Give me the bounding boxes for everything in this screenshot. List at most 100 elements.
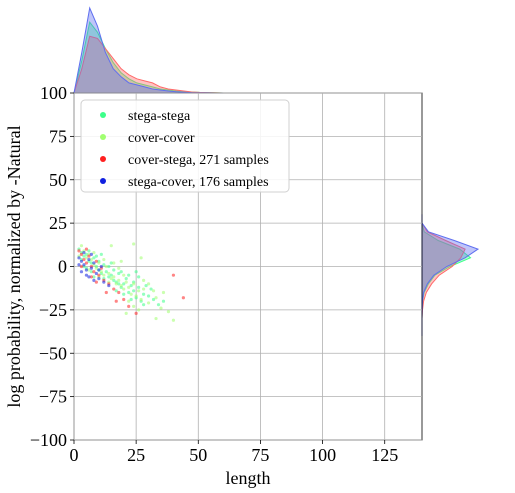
scatter-point (127, 299, 131, 303)
scatter-point (134, 311, 138, 315)
scatter-point (132, 242, 136, 246)
scatter-point (159, 306, 163, 310)
scatter-point (137, 285, 141, 289)
scatter-point (89, 270, 93, 274)
scatter-point (122, 297, 126, 302)
scatter-point (114, 289, 118, 293)
legend-label: cover-cover (128, 131, 195, 146)
scatter-point (117, 271, 121, 276)
legend-marker (100, 156, 106, 162)
scatter-point (151, 289, 156, 293)
legend-box (80, 99, 290, 193)
scatter-point (122, 273, 126, 277)
scatter-point (107, 264, 111, 269)
y-axis-label: log probability, normalized by -Natural (4, 125, 24, 407)
scatter-point (79, 270, 84, 274)
x-tick-label: 25 (127, 445, 145, 465)
scatter-point (137, 289, 141, 293)
scatter-point (82, 263, 86, 267)
scatter-point (99, 264, 103, 269)
scatter-point (132, 304, 136, 309)
scatter-point (104, 290, 108, 295)
scatter-point (109, 244, 113, 248)
y-tick-label: 25 (49, 213, 67, 233)
scatter-point (87, 268, 91, 272)
scatter-point (112, 278, 116, 282)
scatter-point (112, 287, 116, 291)
scatter-point (127, 285, 131, 289)
scatter-point (124, 277, 128, 281)
scatter-point (87, 257, 91, 262)
x-axis-ticks: 0 25 50 75 100 125 (70, 440, 398, 465)
scatter-point (146, 301, 151, 305)
x-tick-label: 125 (371, 445, 398, 465)
scatter-point (144, 283, 148, 288)
scatter-point (122, 287, 126, 291)
scatter-point (154, 316, 158, 321)
scatter-point (92, 278, 96, 282)
y-tick-label: −50 (39, 343, 67, 363)
scatter-point (119, 270, 123, 274)
y-tick-label: −100 (30, 430, 67, 450)
scatter-point (127, 273, 131, 277)
scatter-point (112, 261, 116, 265)
scatter-points (77, 242, 185, 322)
scatter-point (127, 304, 131, 309)
legend-marker (100, 112, 106, 118)
scatter-point (122, 292, 126, 296)
scatter-point (132, 289, 136, 293)
scatter-point (77, 263, 81, 267)
scatter-point (97, 268, 101, 272)
scatter-point (79, 252, 84, 256)
scatter-point (84, 268, 89, 272)
scatter-point (124, 311, 128, 315)
scatter-point (161, 299, 166, 303)
x-tick-label: 0 (70, 445, 79, 465)
scatter-point (92, 270, 96, 274)
scatter-point (92, 256, 96, 260)
scatter-point (171, 273, 176, 277)
marginal-x-density (73, 6, 224, 94)
scatter-point (107, 283, 111, 288)
scatter-point (142, 278, 146, 282)
scatter-point (149, 287, 153, 291)
scatter-point (181, 296, 185, 300)
scatter-point (89, 252, 93, 256)
scatter-point (109, 273, 113, 277)
scatter-point (146, 282, 151, 286)
scatter-point (77, 249, 81, 253)
scatter-point (127, 290, 131, 295)
scatter-point (79, 259, 84, 263)
scatter-point (139, 297, 143, 302)
scatter-point (142, 292, 146, 296)
scatter-point (89, 261, 93, 265)
scatter-point (94, 254, 98, 258)
scatter-point (109, 277, 113, 281)
scatter-point (94, 280, 98, 284)
x-tick-label: 75 (251, 445, 269, 465)
scatter-point (142, 287, 146, 291)
scatter-point (84, 252, 89, 256)
scatter-point (119, 259, 123, 263)
scatter-point (117, 282, 121, 286)
scatter-point (161, 290, 166, 295)
scatter-point (146, 294, 151, 298)
marginal-y-density (421, 214, 480, 336)
scatter-point (139, 256, 143, 260)
scatter-point (104, 270, 108, 274)
scatter-point (97, 277, 101, 281)
scatter-point (129, 297, 133, 302)
legend: stega-stega cover-cover cover-stega, 271 s… (80, 99, 290, 193)
scatter-point (89, 266, 93, 270)
scatter-point (102, 263, 106, 267)
scatter-point (107, 275, 111, 279)
scatter-point (124, 280, 128, 284)
x-axis-label: length (226, 468, 271, 488)
scatter-point (134, 294, 138, 298)
scatter-point (129, 283, 133, 288)
y-tick-label: −75 (39, 387, 67, 407)
scatter-point (99, 252, 103, 256)
x-tick-label: 100 (309, 445, 336, 465)
scatter-point (154, 296, 158, 300)
scatter-point (92, 275, 96, 279)
